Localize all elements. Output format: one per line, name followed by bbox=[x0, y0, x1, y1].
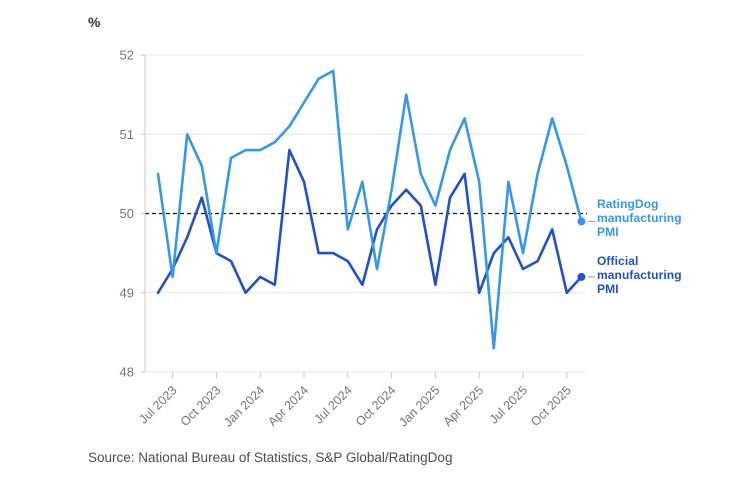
legend-official-label: Official manufacturing PMI bbox=[597, 254, 682, 296]
y-axis-unit-label: % bbox=[88, 14, 101, 30]
x-tick-label: Apr 2024 bbox=[265, 383, 311, 429]
x-tick-label: Jul 2023 bbox=[136, 383, 179, 426]
x-tick-label: Jan 2024 bbox=[221, 383, 267, 429]
x-tick-label: Jul 2024 bbox=[312, 383, 355, 426]
official-line bbox=[156, 148, 583, 295]
official-end-dot bbox=[577, 272, 586, 281]
source-note: Source: National Bureau of Statistics, S… bbox=[88, 450, 453, 465]
ratingdog-line bbox=[156, 69, 583, 350]
y-tick-label: 50 bbox=[120, 206, 134, 221]
x-tick-label: Jan 2025 bbox=[396, 383, 442, 429]
x-tick-label: Apr 2025 bbox=[441, 383, 487, 429]
x-tick-label: Jul 2025 bbox=[487, 383, 530, 426]
y-tick-label: 48 bbox=[120, 365, 134, 380]
x-tick-label: Oct 2025 bbox=[528, 383, 574, 429]
x-tick-label: Oct 2024 bbox=[353, 383, 399, 429]
y-tick-label: 51 bbox=[120, 127, 134, 142]
y-tick-label: 52 bbox=[120, 48, 134, 63]
x-tick-label: Oct 2023 bbox=[178, 383, 224, 429]
ratingdog-end-dot bbox=[577, 217, 586, 226]
legend-ratingdog-label: RatingDog manufacturing PMI bbox=[597, 197, 682, 239]
y-tick-label: 49 bbox=[120, 285, 134, 300]
